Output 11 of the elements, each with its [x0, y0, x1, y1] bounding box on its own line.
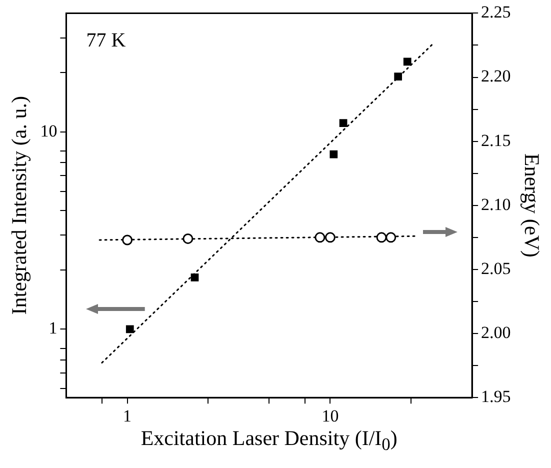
y2-tick-label: 2.15 — [481, 130, 511, 150]
y2-tick-label: 2.05 — [481, 258, 511, 278]
y2-tick-label: 2.20 — [481, 66, 511, 86]
x-axis-title: Excitation Laser Density (I/I$_{0}$) — [140, 426, 398, 456]
annotation: 77 K — [86, 29, 126, 52]
y2-tick-label: 1.95 — [481, 387, 511, 406]
y2-tick-label: 2.00 — [481, 323, 511, 342]
y2-axis-title: Energy (eV) — [520, 153, 544, 258]
y-axis-title: Integrated Intensity (a. u.) — [7, 96, 32, 315]
y2-tick-label: 2.25 — [481, 2, 511, 22]
y2-tick-label: 2.10 — [481, 194, 511, 214]
